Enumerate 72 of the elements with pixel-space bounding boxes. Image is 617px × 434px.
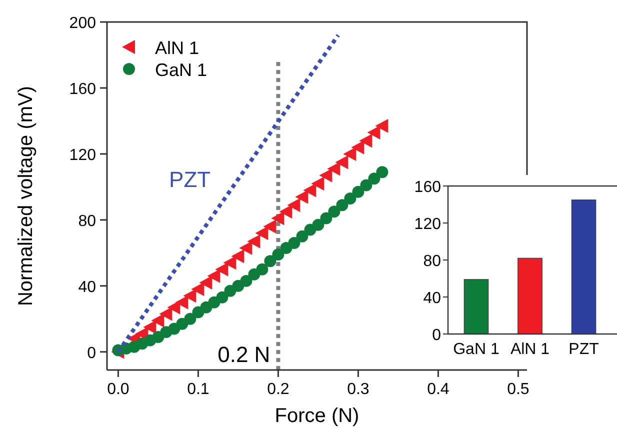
point [376,166,388,178]
point [344,192,356,204]
ref-line-label: 0.2 N [218,342,270,367]
point [272,248,284,261]
point [159,306,172,321]
point [175,295,188,310]
y-tick-label: 160 [69,80,96,98]
point [368,172,380,185]
y-tick-label: 80 [78,212,96,230]
point [184,312,196,325]
point [239,240,252,255]
point [256,263,268,276]
point [352,186,364,198]
point [143,320,156,334]
point [255,226,268,240]
point [335,155,348,170]
y-tick-label: 200 [69,15,96,32]
x-tick-label: 0.2 [267,381,290,398]
legend-label: AlN 1 [155,38,200,58]
point [375,118,388,133]
point [295,190,308,204]
point [288,237,300,250]
y-tick-label: 40 [423,290,442,307]
point [287,198,300,212]
point [207,268,220,283]
y-tick-label: 0 [432,327,442,344]
point [359,134,372,148]
point [231,249,244,264]
y-tick-label: 120 [414,216,442,233]
x-tick-label: PZT [568,341,600,358]
y-tick-label: 40 [78,278,96,296]
point [336,199,348,212]
point [191,282,204,296]
point [328,206,340,218]
point [247,234,260,248]
point [240,274,252,287]
point [223,256,236,270]
point [312,218,324,231]
point [320,212,332,224]
x-axis-title: Force (N) [274,405,360,427]
point [319,168,332,182]
x-tick-label: 0.3 [347,381,370,398]
point [303,183,316,198]
y-tick-label: 160 [414,179,442,196]
x-tick-label: AlN 1 [510,341,550,358]
point [311,176,324,191]
point [360,179,372,192]
point [215,262,228,276]
point [296,230,308,242]
point [216,291,228,304]
x-tick-label: 0.5 [507,381,530,398]
point [271,211,284,226]
point [264,255,276,268]
point [183,288,196,303]
y-axis-title: Normalized voltage (mV) [15,86,37,306]
x-tick-label: 0.0 [107,381,130,398]
y-tick-label: 120 [69,146,96,164]
point [367,126,380,140]
point [343,146,356,161]
point [263,220,276,234]
y-tick-label: 80 [423,253,442,270]
legend-label: GaN 1 [155,60,208,80]
y-tick-label: 0 [87,344,96,362]
point [327,162,340,176]
series-label: PZT [169,167,211,192]
x-tick-label: GaN 1 [453,341,500,358]
point [151,314,164,328]
x-tick-label: 0.4 [427,381,450,398]
point [279,204,292,219]
x-tick-label: 0.1 [187,381,210,398]
point [199,276,212,290]
point [351,140,364,154]
